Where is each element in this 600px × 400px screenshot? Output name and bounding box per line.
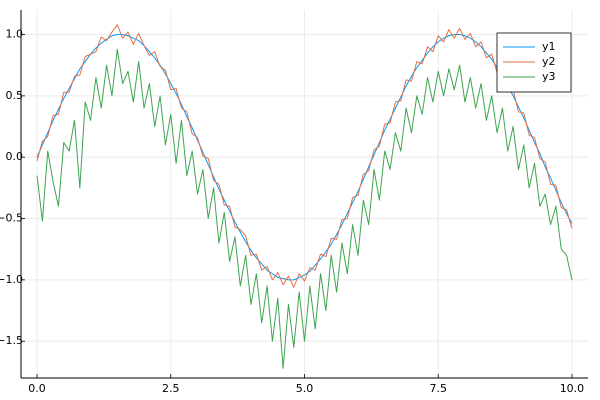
series-line — [36, 24, 573, 288]
y-tick-label: 0.5 — [6, 89, 24, 102]
x-tick-label: 7.5 — [429, 382, 447, 395]
y-tick-label: −1.5 — [0, 334, 23, 347]
y-tick-label: −1.0 — [0, 273, 23, 286]
y-tick-label: −0.5 — [0, 212, 23, 225]
x-tick-label: 5.0 — [296, 382, 314, 395]
legend-label: y3 — [542, 70, 556, 83]
legend-label: y1 — [542, 40, 556, 53]
series-line — [36, 34, 573, 281]
legend-label: y2 — [542, 55, 556, 68]
series-line — [36, 48, 573, 369]
x-tick-label: 2.5 — [162, 382, 180, 395]
x-tick-label: 10.0 — [560, 382, 585, 395]
x-tick-label: 0.0 — [28, 382, 46, 395]
y-tick-label: 1.0 — [6, 28, 24, 41]
y-tick-label: 0.0 — [6, 150, 24, 163]
